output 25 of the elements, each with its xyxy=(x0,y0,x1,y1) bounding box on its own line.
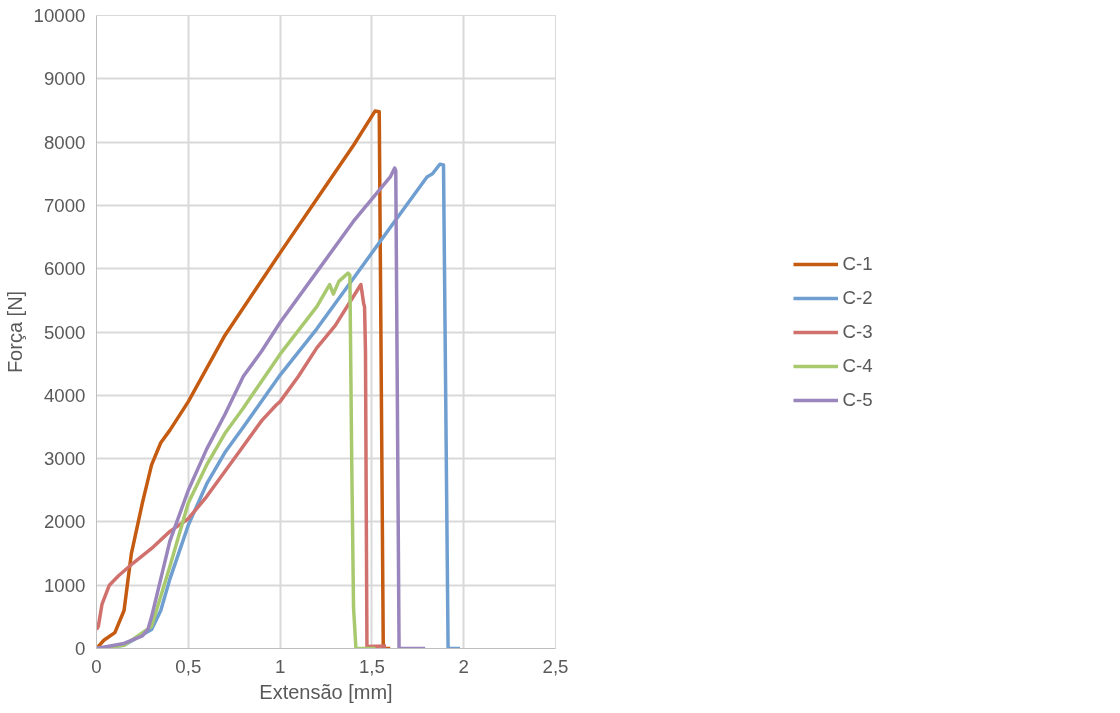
legend-label: C-4 xyxy=(842,354,873,377)
x-axis-title: Extensão [mm] xyxy=(259,680,393,703)
y-tick-label: 2000 xyxy=(44,511,86,533)
y-tick-label: 10000 xyxy=(33,5,86,26)
y-tick-label: 3000 xyxy=(44,448,86,470)
y-tick-label: 7000 xyxy=(44,194,86,216)
x-tick-label: 1 xyxy=(274,655,286,677)
legend-label: C-5 xyxy=(842,388,873,411)
line-series xyxy=(96,109,393,649)
y-tick-label: 4000 xyxy=(44,384,86,406)
y-tick-label: 0 xyxy=(75,638,86,659)
y-tick-label: 6000 xyxy=(44,258,86,280)
y-tick-label: 5000 xyxy=(44,321,86,343)
y-tick-label: 9000 xyxy=(44,68,86,90)
x-tick-label: 2 xyxy=(458,655,469,677)
x-tick-label: 0 xyxy=(91,655,102,677)
y-axis-title: Força [N] xyxy=(3,290,26,374)
legend-label: C-2 xyxy=(842,286,873,309)
y-tick-label: 8000 xyxy=(44,131,86,153)
x-tick-label: 0,5 xyxy=(175,655,202,677)
legend-label: C-1 xyxy=(842,252,873,275)
legend-label: C-3 xyxy=(842,320,873,343)
x-tick-label: 1,5 xyxy=(358,655,385,677)
x-tick-label: 2,5 xyxy=(542,655,569,677)
y-tick-label: 1000 xyxy=(44,574,86,596)
